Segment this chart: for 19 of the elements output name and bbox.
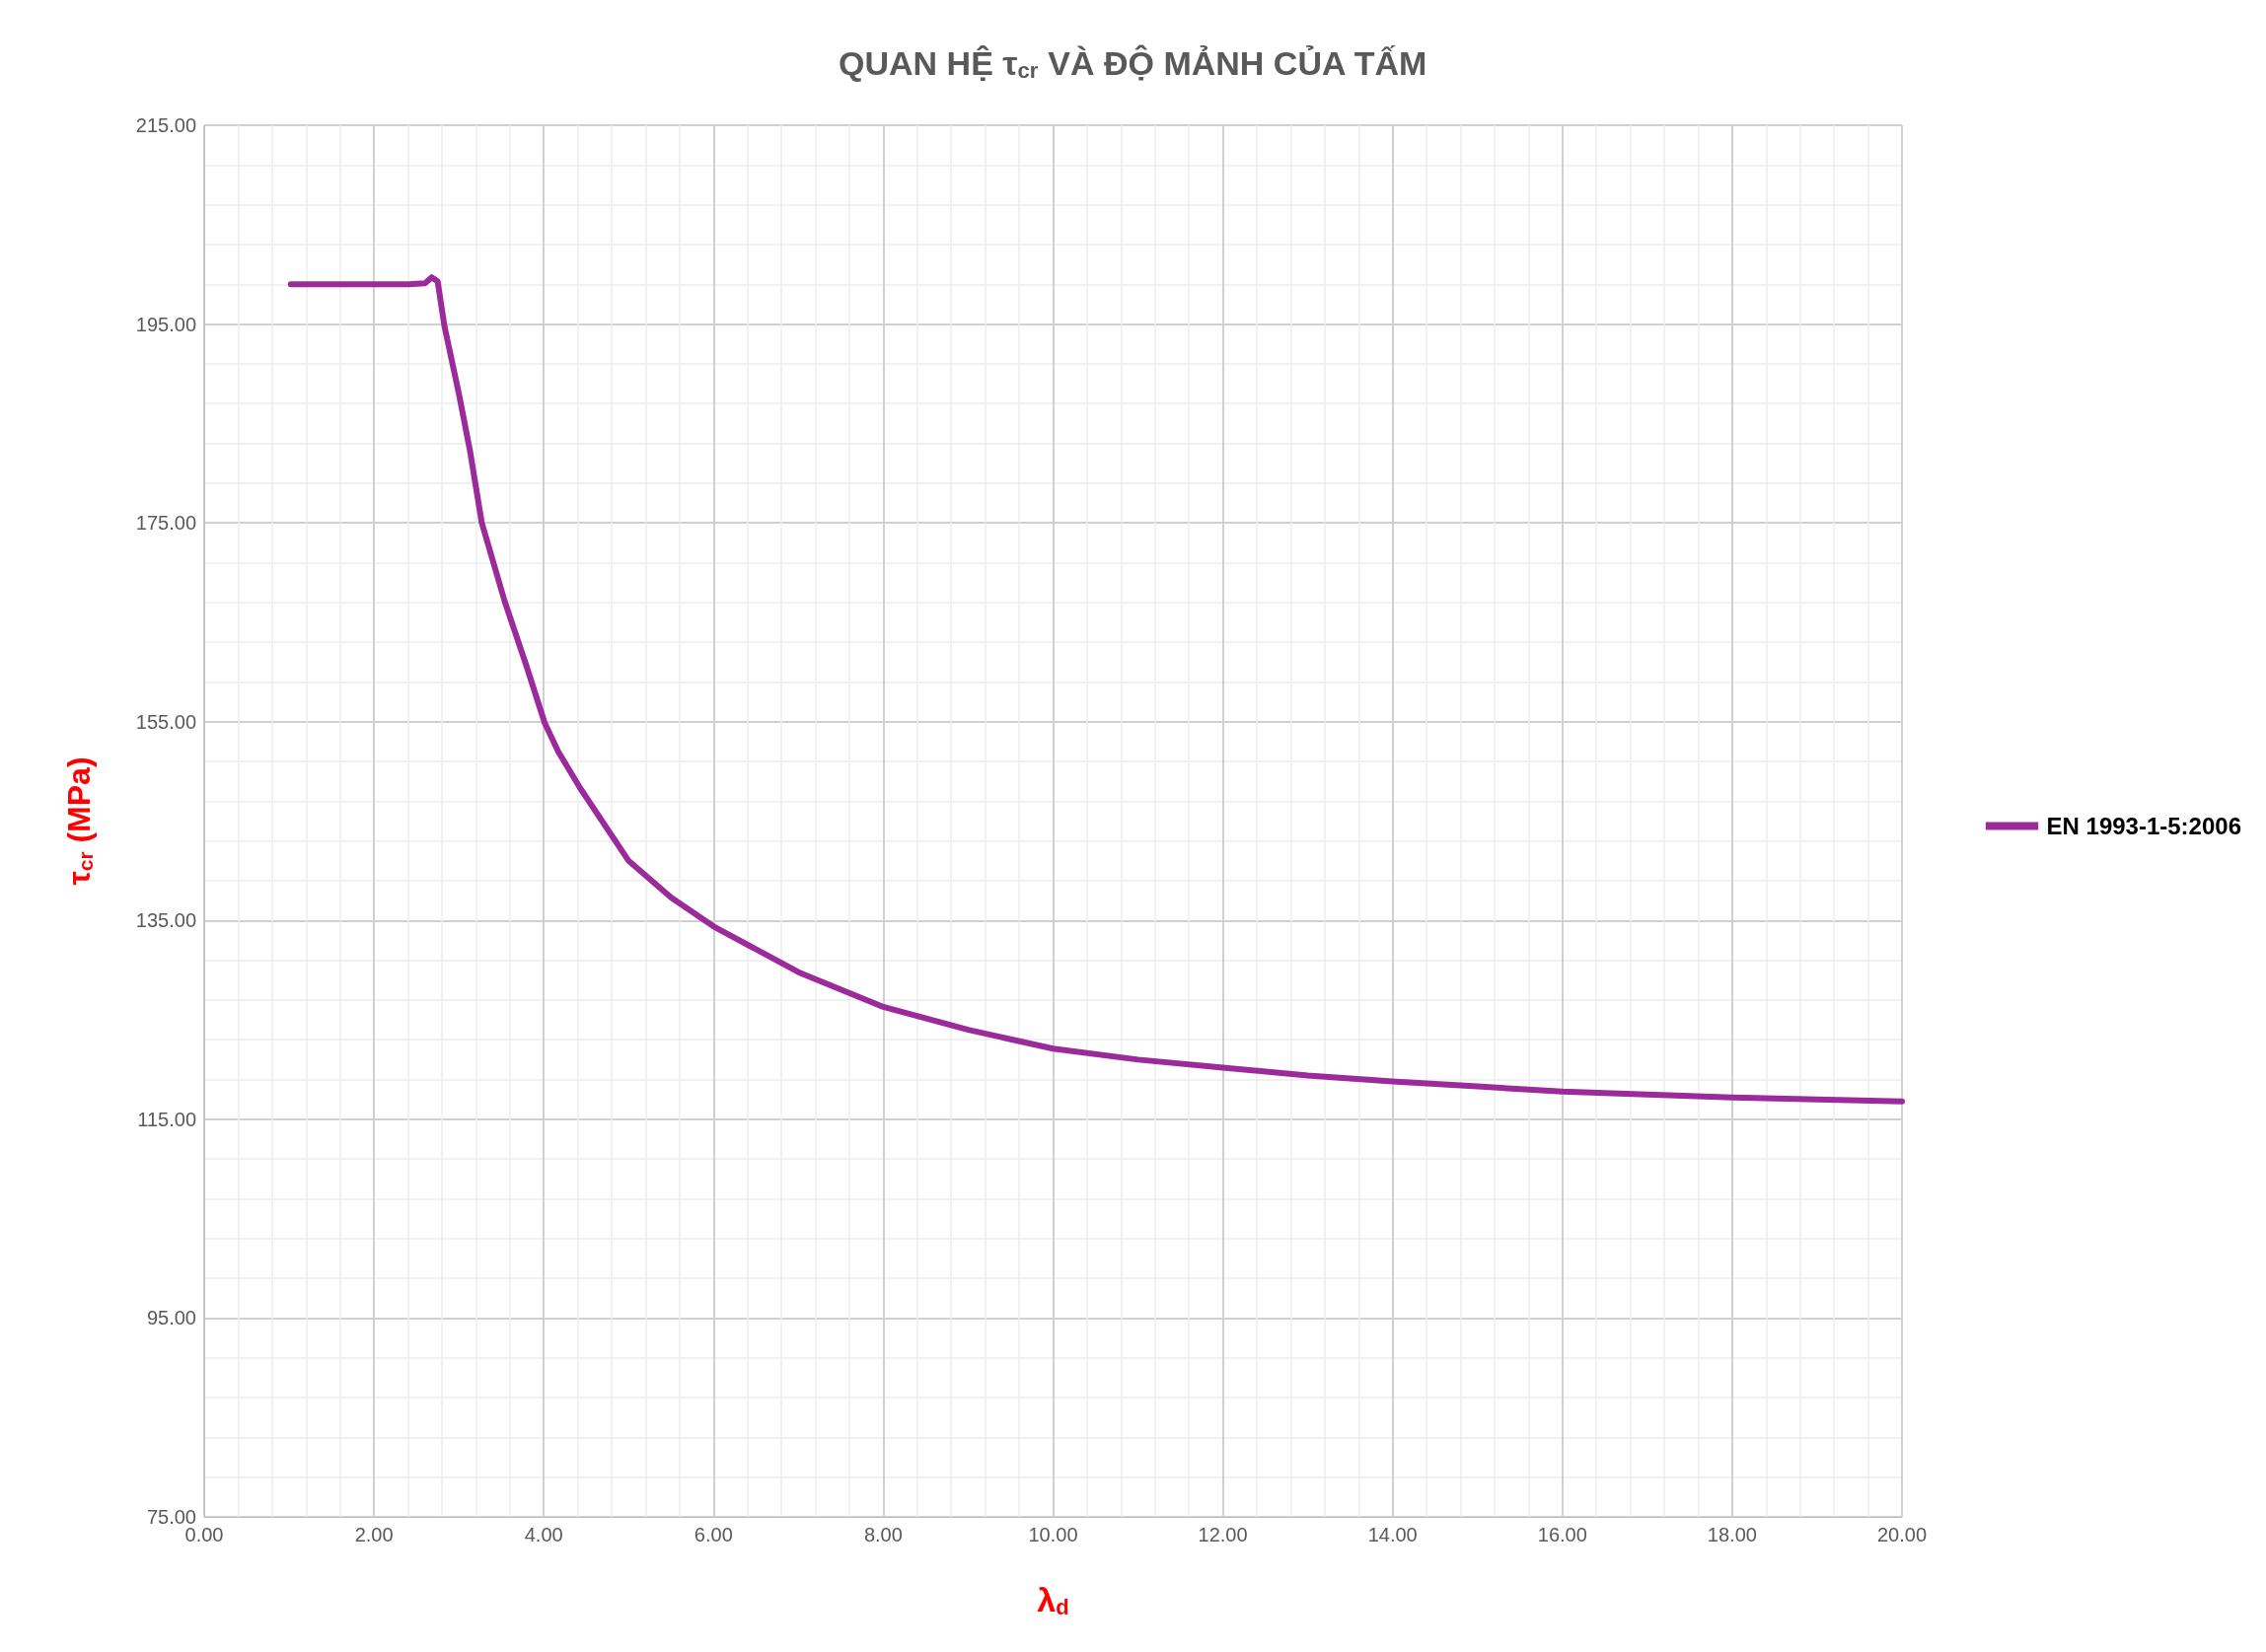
x-tick-label: 12.00 [1198, 1524, 1248, 1545]
y-tick-label: 195.00 [135, 313, 196, 335]
x-tick-label: 18.00 [1707, 1524, 1757, 1545]
x-tick-label: 8.00 [863, 1524, 903, 1545]
legend-label: EN 1993-1-5:2006 [2046, 813, 2242, 839]
y-axis-title: τcr (MPa) [60, 756, 97, 886]
x-tick-label: 14.00 [1367, 1524, 1418, 1545]
x-tick-label: 6.00 [694, 1524, 733, 1545]
y-tick-label: 155.00 [135, 710, 196, 733]
y-tick-label: 115.00 [137, 1108, 196, 1130]
x-tick-label: 4.00 [524, 1524, 563, 1545]
y-tick-label: 175.00 [135, 512, 196, 535]
x-tick-label: 2.00 [354, 1524, 394, 1545]
y-tick-label: 95.00 [146, 1307, 196, 1329]
x-tick-label: 20.00 [1876, 1524, 1928, 1545]
y-tick-label: 135.00 [135, 909, 196, 932]
x-tick-label: 16.00 [1537, 1524, 1587, 1545]
x-tick-label: 10.00 [1028, 1524, 1078, 1545]
y-tick-label: 215.00 [135, 114, 196, 136]
